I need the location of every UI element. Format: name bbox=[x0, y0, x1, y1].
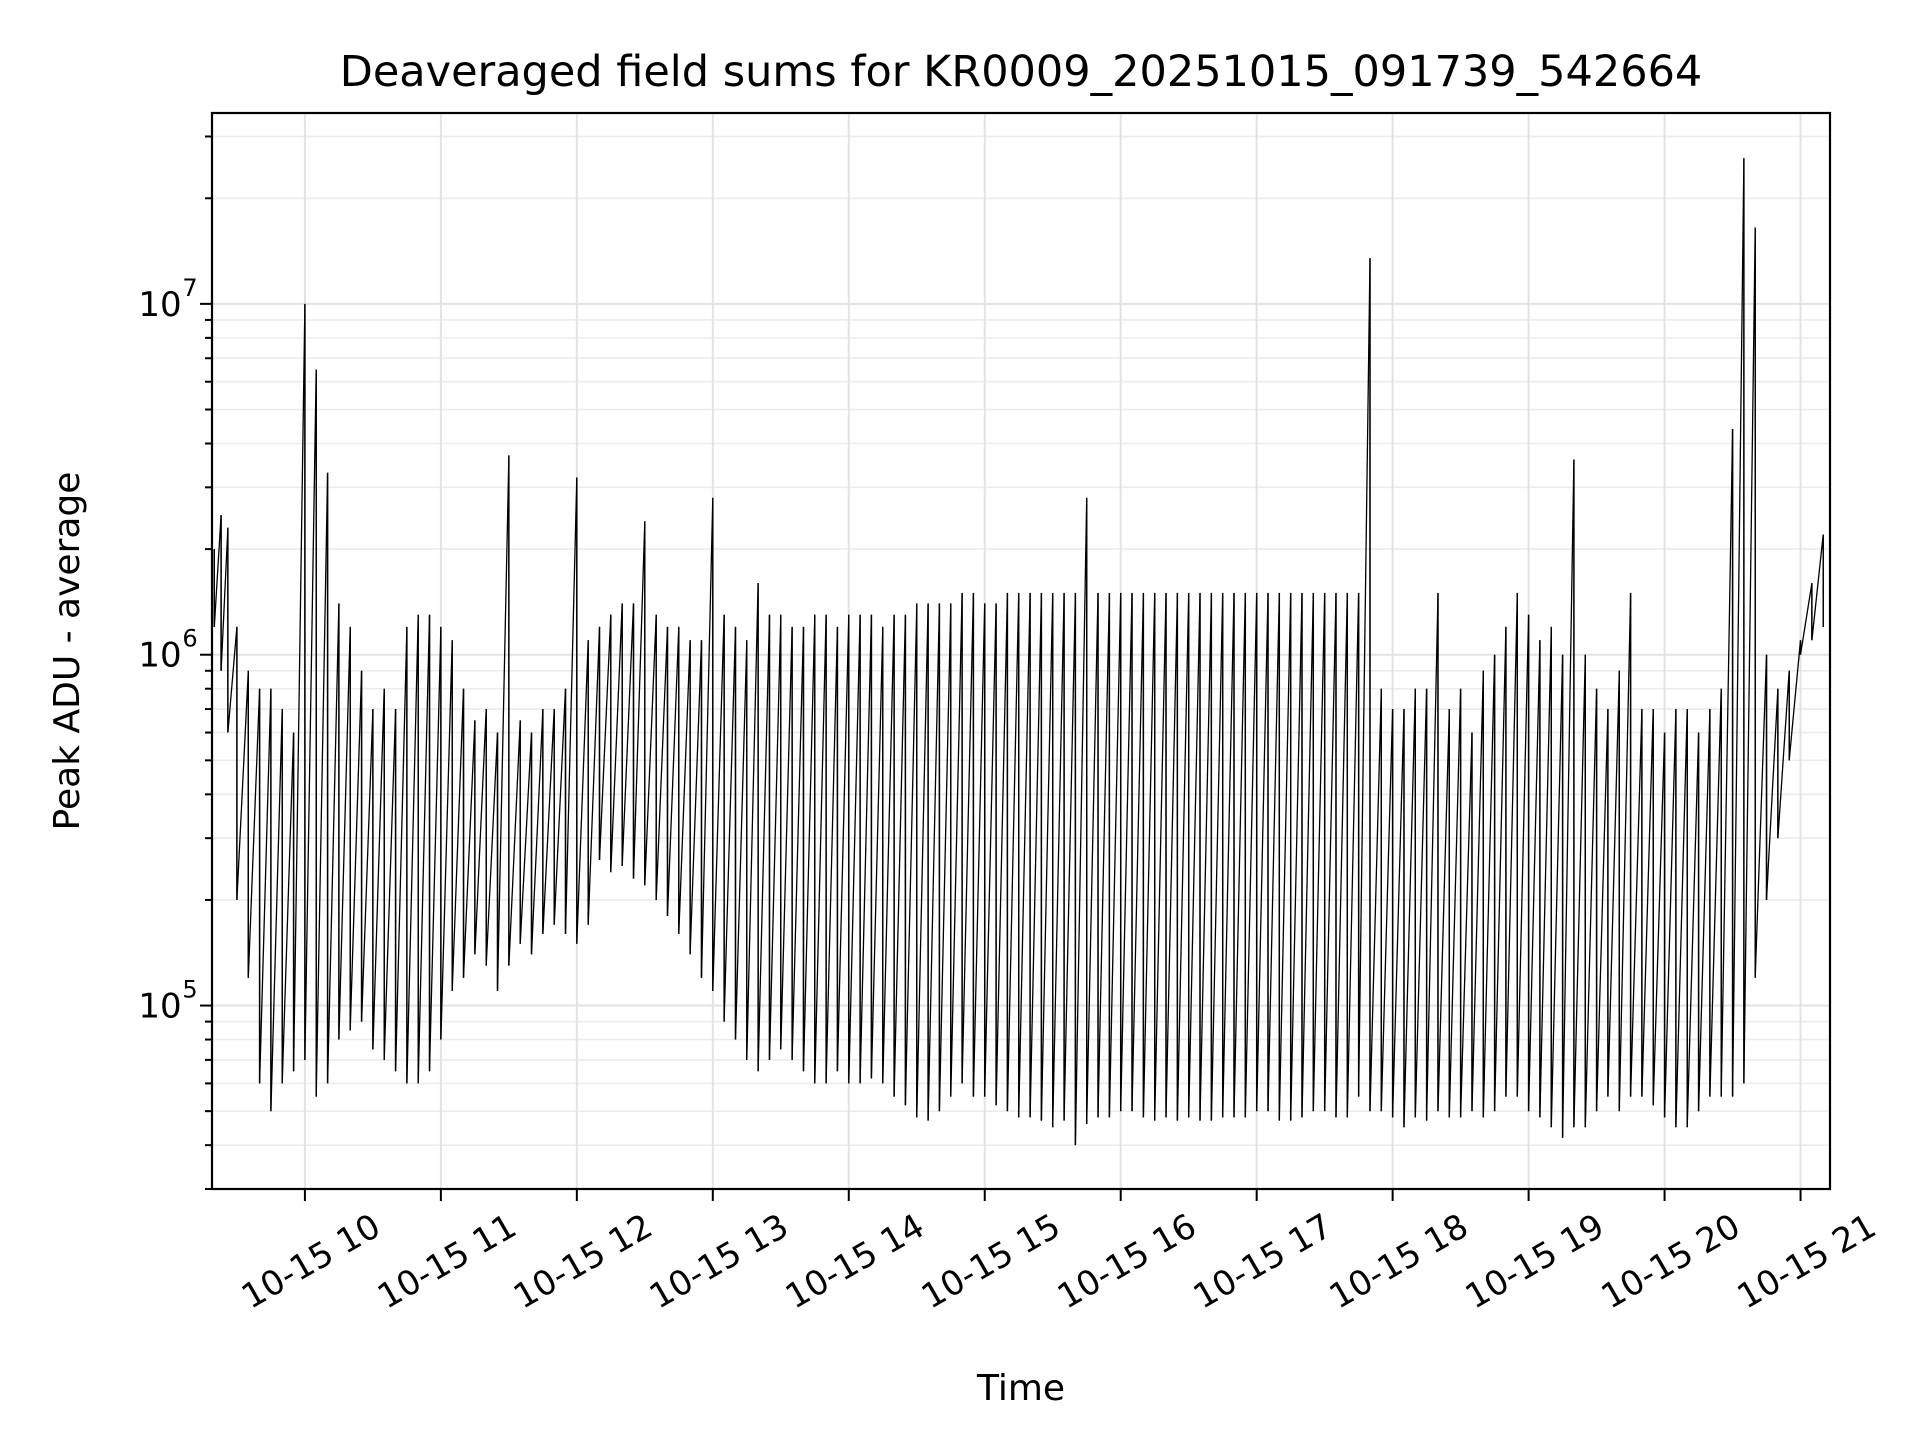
x-tick-label: 10-15 12 bbox=[507, 1206, 659, 1317]
x-tick-label: 10-15 11 bbox=[371, 1206, 523, 1317]
series-line bbox=[213, 158, 1824, 1146]
x-tick-label: 10-15 14 bbox=[779, 1206, 931, 1317]
y-tick-label: 10 bbox=[138, 636, 181, 676]
series-path bbox=[213, 158, 1824, 1146]
x-tick-label: 10-15 19 bbox=[1459, 1206, 1611, 1317]
y-tick-label: 10 bbox=[138, 987, 181, 1027]
x-tick-label: 10-15 18 bbox=[1323, 1206, 1475, 1317]
x-tick-label: 10-15 10 bbox=[235, 1206, 387, 1317]
x-axis-label: Time bbox=[976, 1368, 1065, 1409]
x-tick-label: 10-15 20 bbox=[1595, 1206, 1747, 1317]
x-tick-label: 10-15 16 bbox=[1051, 1206, 1203, 1317]
y-tick-label-exponent: 6 bbox=[182, 625, 197, 653]
y-tick-label-exponent: 7 bbox=[182, 274, 197, 302]
x-tick-label: 10-15 13 bbox=[643, 1206, 795, 1317]
x-tick-label: 10-15 15 bbox=[915, 1206, 1067, 1317]
x-tick-label: 10-15 17 bbox=[1187, 1206, 1339, 1317]
y-tick-label: 10 bbox=[138, 285, 181, 325]
chart-title: Deaveraged field sums for KR0009_2025101… bbox=[340, 47, 1703, 97]
y-tick-label-exponent: 5 bbox=[182, 976, 197, 1004]
plot-frame bbox=[210, 111, 1832, 1191]
y-axis-label: Peak ADU - average bbox=[47, 472, 88, 831]
x-tick-label: 10-15 21 bbox=[1731, 1206, 1883, 1317]
